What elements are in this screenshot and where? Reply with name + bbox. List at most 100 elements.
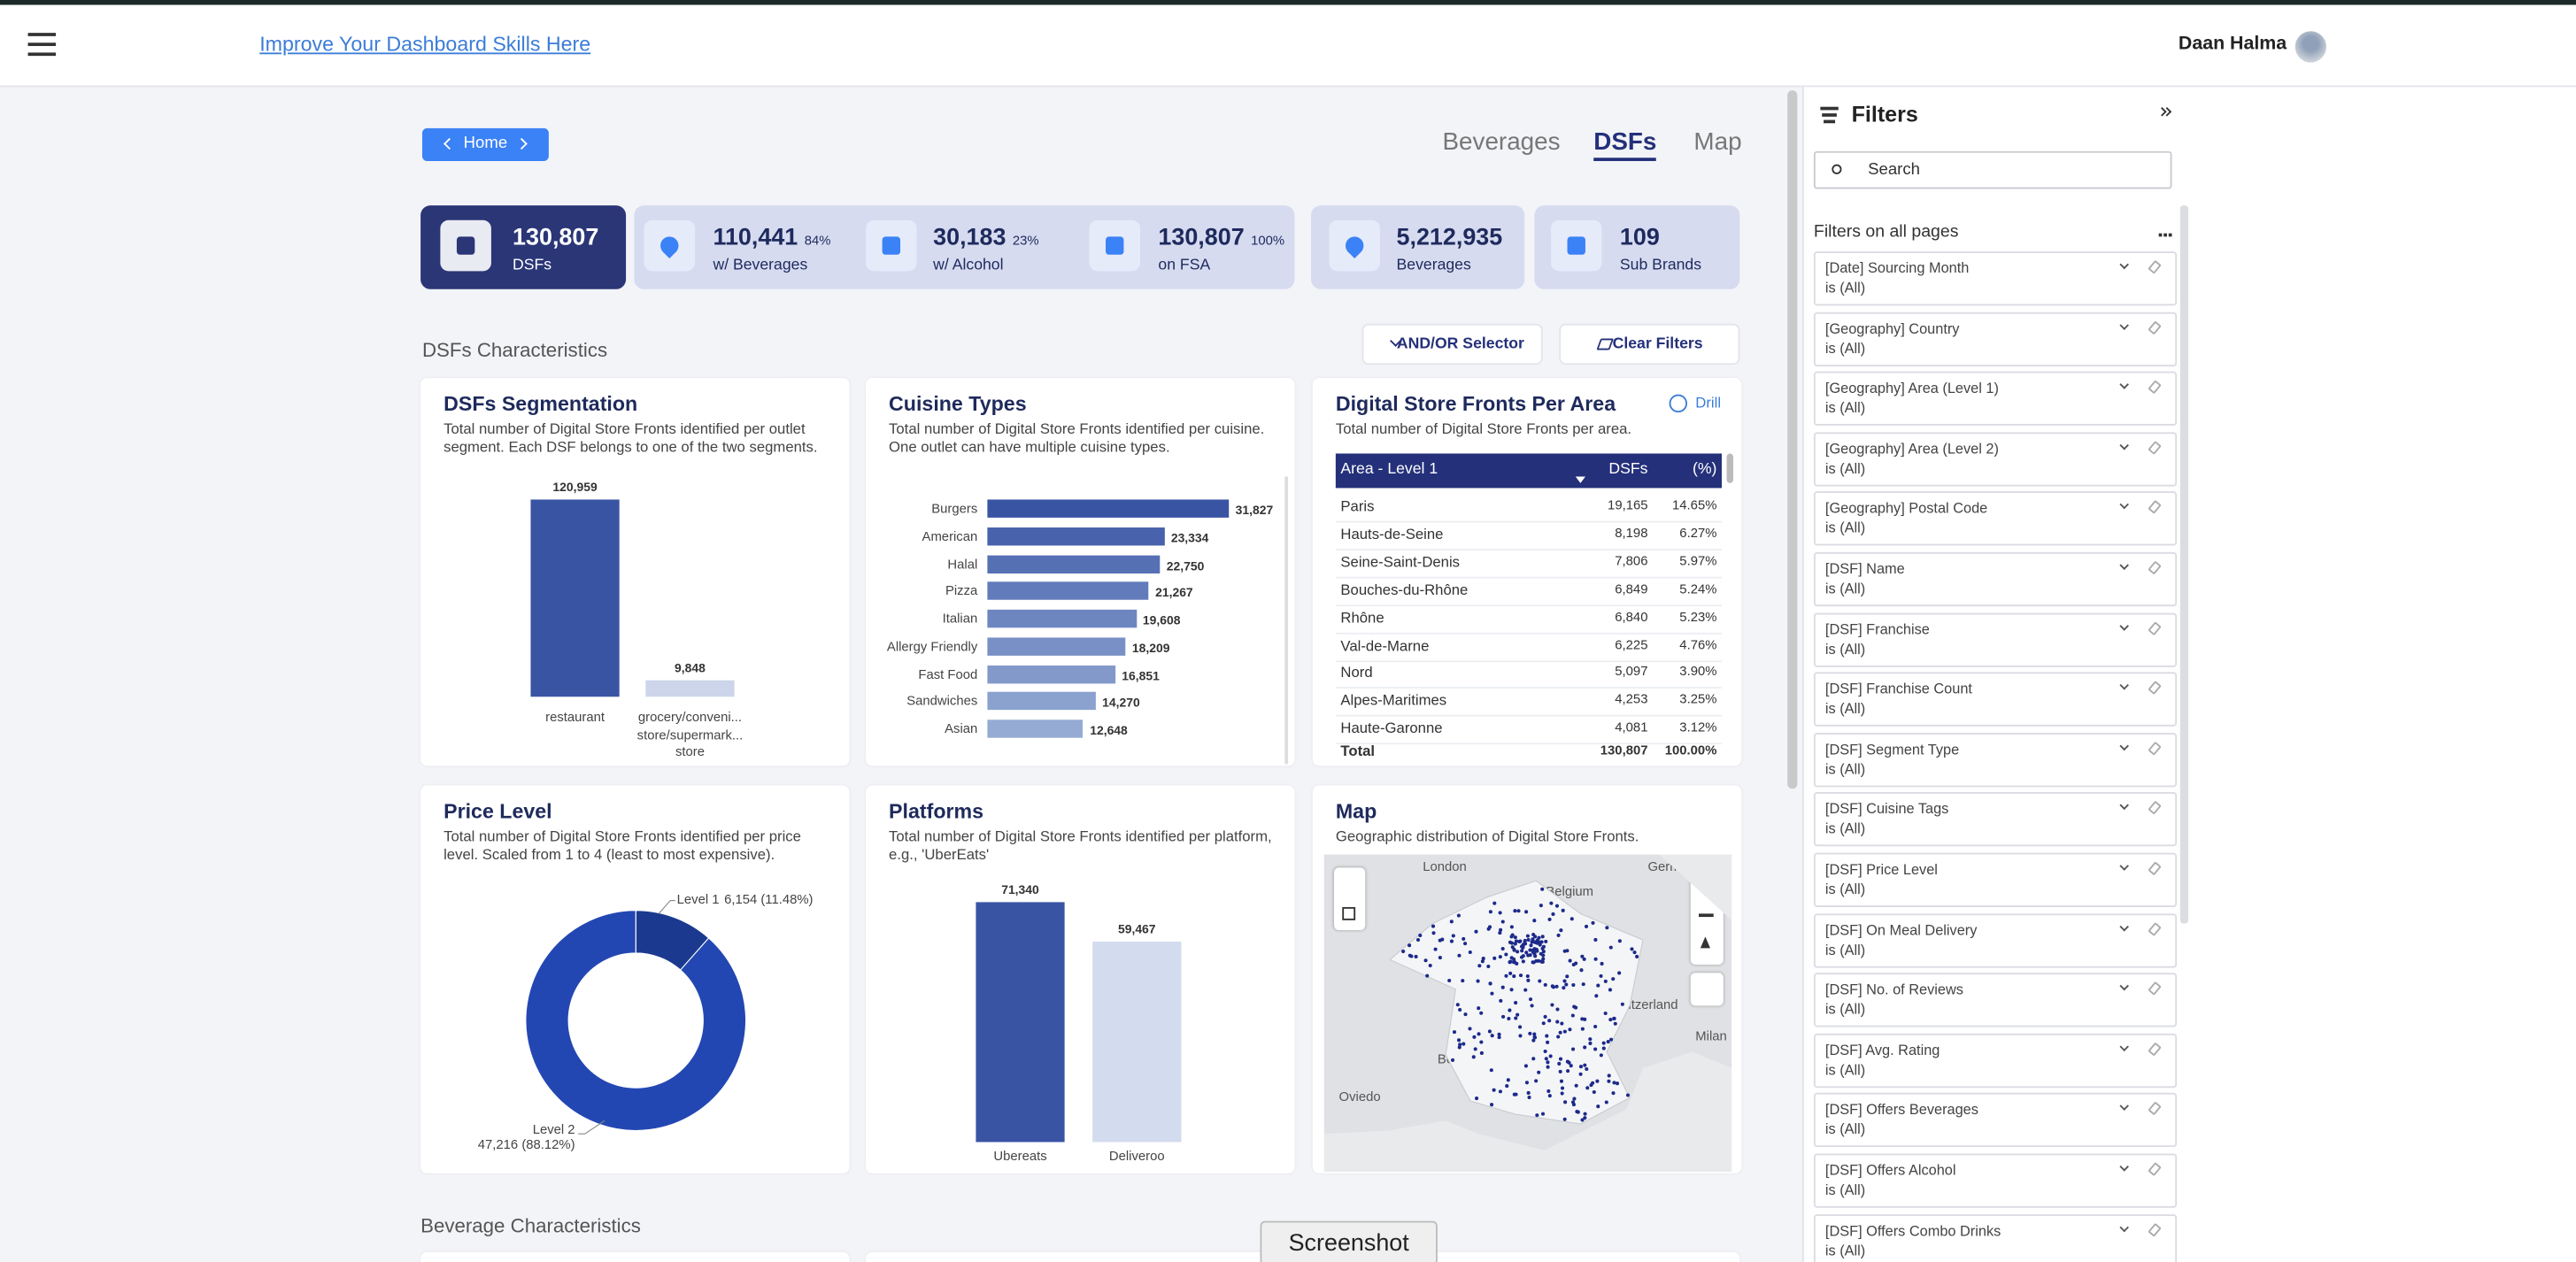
avatar[interactable] [2294, 31, 2326, 63]
table-cell: 5.97% [1679, 553, 1717, 569]
filter-card[interactable] [1813, 973, 2178, 1027]
info-icon[interactable] [1700, 1138, 1717, 1156]
filter-name: [DSF] Name [1824, 560, 1905, 577]
filter-name: [DSF] Avg. Rating [1824, 1041, 1940, 1058]
table-cell: 14.65% [1672, 497, 1717, 513]
filter-card[interactable] [1813, 672, 2178, 727]
toolbar-button[interactable]: AND/OR Selector [1361, 323, 1543, 366]
filter-card[interactable] [1813, 912, 2178, 967]
filter-state: is (All) [1824, 760, 1866, 777]
screenshot-button[interactable]: Screenshot [1260, 1220, 1438, 1262]
category-label: Allergy Friendly [886, 638, 978, 654]
table-cell: 6,849 [1615, 581, 1648, 596]
compass [1700, 936, 1710, 949]
section-title: Beverage Characteristics [420, 1214, 641, 1238]
filter-card[interactable] [1813, 312, 2178, 366]
map-search[interactable] [1690, 973, 1724, 1006]
nav-tab[interactable]: Map [1693, 127, 1742, 157]
category-label: Fast Food [918, 666, 978, 681]
value-label: 59,467 [1117, 922, 1156, 937]
menu-button[interactable] [27, 33, 57, 58]
filter-card[interactable] [1813, 1213, 2178, 1262]
kpi-label: Beverages [1396, 256, 1471, 275]
value-label: 16,851 [1122, 667, 1160, 683]
map-label: Switzerland [1609, 997, 1678, 1012]
filter-state: is (All) [1824, 519, 1866, 537]
filter-card[interactable] [1813, 1153, 2178, 1208]
table-cell: 130,807 [1600, 743, 1648, 758]
filter-state: is (All) [1824, 700, 1866, 717]
value-label: 19,608 [1142, 612, 1181, 628]
home-button[interactable]: Home [421, 127, 549, 161]
map-label: Oviedo [1338, 1089, 1381, 1104]
home-label: Home [463, 135, 508, 153]
header-link[interactable]: Improve Your Dashboard Skills Here [259, 33, 591, 57]
map-label: Milan [1695, 1028, 1727, 1044]
drill-link[interactable]: Drill [1695, 394, 1722, 412]
value-label: 21,267 [1155, 585, 1193, 601]
filter-card[interactable] [1813, 371, 2178, 427]
toolbar-button[interactable]: Clear Filters [1559, 323, 1740, 366]
card-title: Digital Store Fronts Per Area [1335, 392, 1616, 416]
filter-card[interactable] [1813, 612, 2178, 667]
row-divider [1335, 632, 1722, 634]
category-label: Level 2 [532, 1122, 575, 1137]
bar [987, 665, 1115, 683]
kpi-glyph [656, 233, 683, 259]
table-cell: Rhône [1340, 609, 1384, 626]
donut-label: Level 1 6,154 (11.48%) [677, 892, 814, 907]
column-header: Area - Level 1 [1340, 459, 1438, 479]
search-icon [1832, 164, 1842, 174]
bar [987, 636, 1126, 656]
card [866, 785, 1295, 1174]
bar [987, 554, 1161, 573]
table-cell: 6,225 [1615, 636, 1648, 652]
card-scrollbar [1284, 476, 1289, 765]
card-title: Price Level [443, 800, 552, 824]
bar [987, 609, 1137, 628]
card-title: Platforms [889, 800, 984, 824]
row-divider [1335, 520, 1722, 523]
filter-card[interactable] [1813, 551, 2178, 607]
filter-card[interactable] [1813, 431, 2178, 487]
bar [987, 719, 1084, 738]
nav-tab[interactable]: DSFs [1593, 128, 1657, 161]
table-cell: Paris [1340, 497, 1375, 515]
kpi-icon [1550, 219, 1602, 272]
filter-state: is (All) [1824, 1001, 1866, 1018]
more-dot [2168, 233, 2171, 236]
kpi-row: 110,441 84% [713, 225, 830, 251]
kpi-glyph [1106, 236, 1124, 255]
table-scrollbar [1726, 453, 1733, 483]
kpi-glyph [1567, 236, 1585, 255]
kpi-row: 130,807 100% [1158, 225, 1284, 251]
drill-icon [1669, 394, 1688, 413]
filter-name: [DSF] Franchise [1824, 620, 1930, 637]
search-box[interactable]: Search [1813, 150, 2172, 189]
filter-card[interactable] [1813, 792, 2178, 847]
value-label: 22,750 [1166, 558, 1205, 573]
filters-scrollbar [2179, 205, 2189, 924]
kpi-label: on FSA [1158, 256, 1211, 275]
filter-state: is (All) [1824, 1241, 1866, 1258]
kpi-card [634, 205, 1295, 289]
filter-state: is (All) [1824, 1121, 1866, 1138]
filter-card[interactable] [1813, 491, 2178, 547]
value-label: 23,334 [1170, 530, 1209, 545]
category-label: Pizza [945, 583, 978, 599]
table-cell: 5,097 [1615, 664, 1648, 680]
filter-name: [Geography] Country [1824, 319, 1960, 336]
filter-card[interactable] [1813, 1093, 2178, 1148]
kpi-value: 5,212,935 [1396, 225, 1503, 252]
map-tools[interactable] [1333, 867, 1366, 930]
user-name: Daan Halma [2178, 34, 2287, 55]
filter-card[interactable] [1813, 852, 2178, 907]
table-cell: Val-de-Marne [1340, 636, 1430, 654]
filter-card[interactable] [1813, 1033, 2178, 1088]
nav-tab[interactable]: Beverages [1442, 127, 1561, 157]
table-cell: Hauts-de-Seine [1340, 525, 1444, 543]
kpi-icon [1329, 219, 1380, 272]
filter-card[interactable] [1813, 732, 2178, 788]
filter-card[interactable] [1813, 251, 2178, 306]
filter-state: is (All) [1824, 820, 1866, 837]
